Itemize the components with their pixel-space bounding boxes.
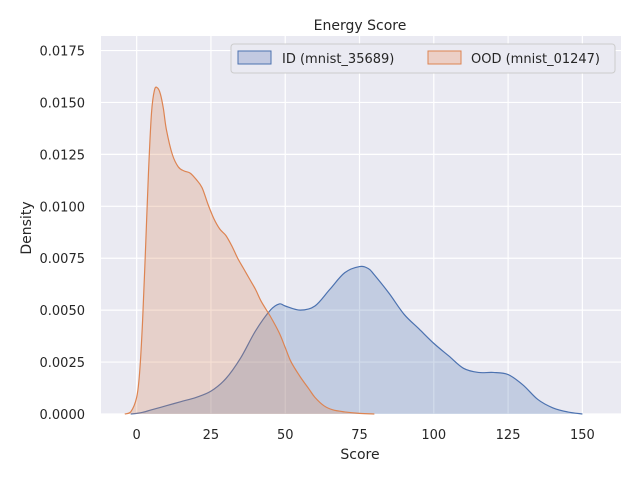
x-axis-ticks: 0 25 50 75 100 125 150	[133, 428, 595, 443]
y-tick-label: 0.0075	[40, 252, 86, 267]
density-areas	[124, 86, 583, 415]
x-tick-label: 50	[277, 428, 294, 443]
legend-label-id: ID (mnist_35689)	[282, 52, 394, 67]
density-fill-id	[130, 266, 583, 414]
legend-label-ood: OOD (mnist_01247)	[471, 52, 600, 67]
x-tick-label: 25	[203, 428, 220, 443]
x-tick-label: 75	[351, 428, 368, 443]
y-tick-label: 0.0150	[40, 96, 86, 111]
x-tick-label: 125	[496, 428, 521, 443]
plot-background	[101, 36, 621, 414]
x-axis-label: Score	[340, 447, 379, 463]
density-line-ood	[124, 86, 375, 415]
y-tick-label: 0.0000	[40, 408, 86, 423]
y-tick-label: 0.0025	[40, 356, 86, 371]
x-tick-label: 0	[133, 428, 141, 443]
y-axis-ticks: 0.0000 0.0025 0.0050 0.0075 0.0100 0.0125 0.01…	[40, 45, 86, 423]
y-tick-label: 0.0050	[40, 304, 86, 319]
legend: ID (mnist_35689) OOD (mnist_01247)	[230, 43, 616, 74]
legend-swatch-ood	[427, 50, 462, 65]
y-tick-label: 0.0100	[40, 200, 86, 215]
legend-frame	[230, 43, 616, 74]
x-tick-label: 100	[421, 428, 446, 443]
y-axis-label: Density	[19, 201, 35, 254]
y-tick-label: 0.0125	[40, 148, 86, 163]
x-tick-label: 150	[570, 428, 595, 443]
y-tick-label: 0.0175	[40, 45, 86, 60]
chart-title: Energy Score	[314, 18, 407, 34]
density-line-id	[130, 265, 583, 415]
density-fill-ood	[124, 87, 375, 414]
legend-swatch-id	[237, 50, 272, 65]
